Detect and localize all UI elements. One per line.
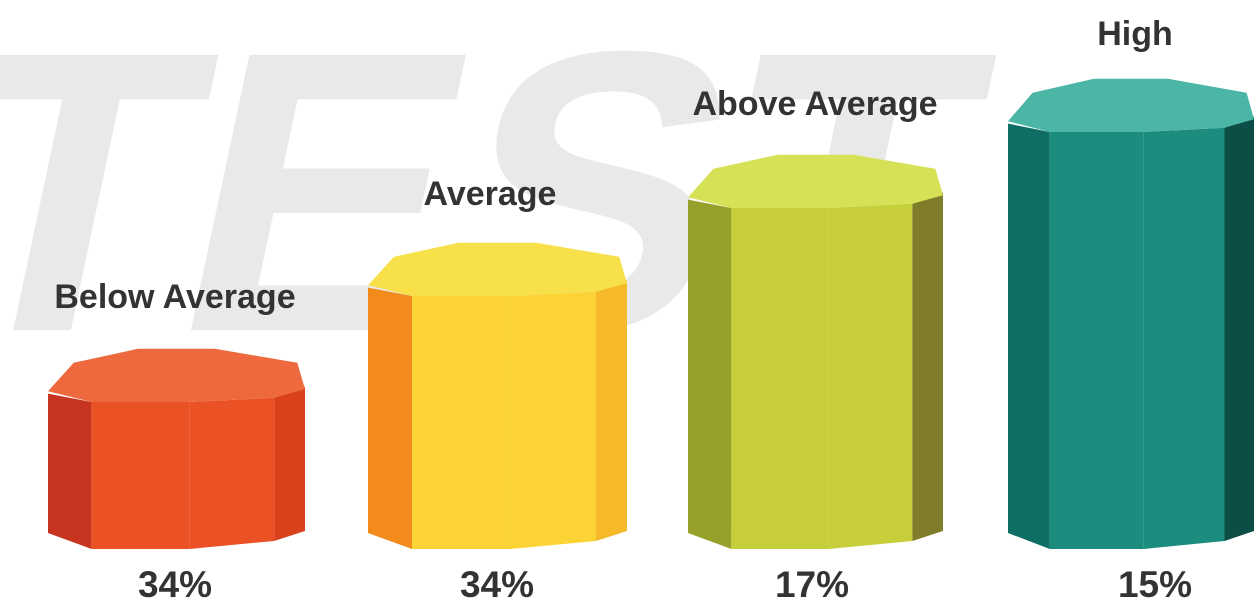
bar-2 — [368, 242, 627, 549]
bar-face-right — [274, 386, 305, 541]
bar-face-front-right — [189, 397, 275, 549]
bar-3 — [688, 154, 943, 550]
bar-face-front-right — [1143, 127, 1225, 550]
bar-face-front — [731, 208, 829, 549]
bar-top-cap — [368, 242, 627, 296]
bar-face-front — [1049, 132, 1144, 549]
bars-group — [48, 78, 1254, 550]
category-label: High — [1097, 15, 1173, 53]
bar-face-left — [48, 393, 92, 549]
bar-top-cap — [48, 348, 305, 402]
category-label: Average — [424, 175, 557, 213]
bar-4 — [1008, 78, 1254, 550]
value-label: 34% — [138, 564, 212, 603]
bar-face-right — [912, 192, 943, 541]
bar-top-cap — [1008, 78, 1254, 132]
bar-face-left — [1008, 123, 1050, 549]
category-label: Below Average — [54, 278, 295, 316]
category-label: Above Average — [692, 85, 937, 123]
bar-face-left — [688, 199, 732, 549]
bar-1 — [48, 348, 305, 549]
value-label: 15% — [1118, 564, 1192, 603]
bar-face-right — [595, 280, 627, 541]
bar-face-front-right — [828, 203, 913, 550]
bar-face-right — [1224, 116, 1254, 541]
value-label: 17% — [775, 564, 849, 603]
value-label: 34% — [460, 564, 534, 603]
bar-face-front — [412, 296, 511, 549]
bar-face-front-right — [510, 291, 596, 549]
labels-group: Below Average 34% Average 34% Above Average 1… — [54, 15, 1192, 603]
bar-face-left — [368, 287, 413, 549]
bar-top-cap — [688, 154, 943, 208]
bar-face-front — [91, 402, 190, 549]
